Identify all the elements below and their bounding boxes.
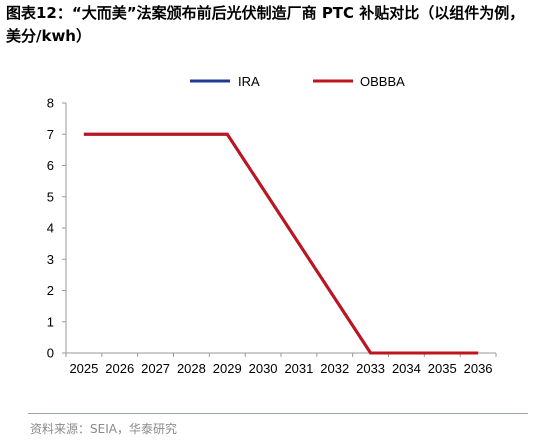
y-tick-label: 7 (47, 127, 54, 142)
y-tick-label: 4 (47, 221, 54, 236)
legend-label-ira: IRA (238, 74, 260, 89)
series-lines (83, 132, 479, 355)
y-tick-label: 8 (47, 96, 54, 111)
series-line-ira (83, 132, 479, 355)
x-tick-label: 2035 (428, 361, 457, 376)
x-tick-labels: 2025 2026 2027 2028 2029 2030 2031 2032 2033 2034… (69, 361, 492, 376)
line-chart: IRA OBBBA 0 1 2 3 4 5 6 7 8 2025 2026 2027 2028 2029… (47, 74, 497, 376)
x-tick-label: 2029 (213, 361, 242, 376)
y-tick-label: 5 (47, 189, 54, 204)
x-tick-label: 2026 (105, 361, 134, 376)
legend: IRA OBBBA (190, 74, 405, 89)
x-tick-label: 2036 (464, 361, 493, 376)
y-tick-label: 3 (47, 252, 54, 267)
y-tick-label: 0 (47, 346, 54, 361)
y-tick-label: 1 (47, 314, 54, 329)
x-tick-label: 2028 (177, 361, 206, 376)
x-tick-label: 2025 (69, 361, 98, 376)
source-note: 资料来源：SEIA，华泰研究 (30, 422, 177, 436)
x-tick-label: 2027 (141, 361, 170, 376)
x-tick-label: 2030 (249, 361, 278, 376)
legend-label-obbba: OBBBA (360, 74, 405, 89)
x-tick-label: 2032 (320, 361, 349, 376)
y-tick-labels: 0 1 2 3 4 5 6 7 8 (47, 96, 54, 361)
series-line-obbba (83, 132, 479, 355)
y-tick-label: 2 (47, 283, 54, 298)
source-divider (28, 413, 528, 414)
y-tick-label: 6 (47, 158, 54, 173)
x-tick-label: 2031 (284, 361, 313, 376)
axes (62, 102, 497, 357)
x-tick-label: 2034 (392, 361, 421, 376)
chart-title: 图表12：“大而美”法案颁布前后光伏制造厂商 PTC 补贴对比（以组件为例，美分… (6, 4, 525, 45)
x-tick-label: 2033 (356, 361, 385, 376)
